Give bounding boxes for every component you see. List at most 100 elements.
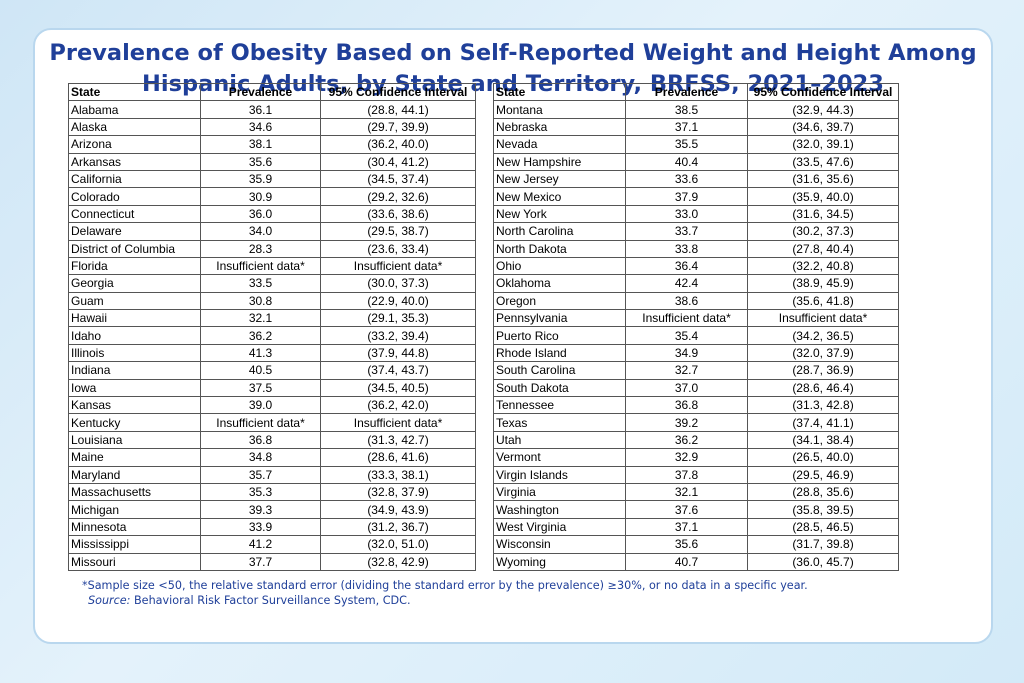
table-row: Virginia 32.1 (28.8, 35.6) (493, 482, 899, 502)
ci-cell: (28.5, 46.5) (747, 517, 899, 537)
prevalence-cell: 32.7 (625, 361, 748, 380)
state-cell: Oregon (493, 291, 626, 311)
table-row: Texas 39.2 (37.4, 41.1) (493, 413, 899, 432)
prevalence-cell: 38.1 (200, 135, 321, 154)
state-cell: Indiana (68, 361, 201, 380)
table-row: Iowa 37.5 (34.5, 40.5) (68, 378, 476, 398)
column-header-ci: 95% Confidence Interval (747, 82, 899, 102)
ci-cell: (32.0, 51.0) (320, 535, 476, 554)
state-cell: Colorado (68, 187, 201, 206)
state-cell: Missouri (68, 552, 201, 571)
prevalence-cell: Insufficient data* (625, 309, 748, 328)
table-row: Indiana 40.5 (37.4, 43.7) (68, 361, 476, 380)
state-cell: Alaska (68, 117, 201, 137)
table-row: Georgia 33.5 (30.0, 37.3) (68, 274, 476, 293)
prevalence-cell: 34.0 (200, 222, 321, 241)
ci-cell: (33.5, 47.6) (747, 152, 899, 171)
table-row: Puerto Rico 35.4 (34.2, 36.5) (493, 326, 899, 345)
ci-cell: Insufficient data* (320, 256, 476, 276)
prevalence-cell: 42.4 (625, 274, 748, 293)
state-cell: North Dakota (493, 239, 626, 258)
prevalence-cell: 30.9 (200, 187, 321, 206)
state-cell: New York (493, 204, 626, 224)
state-cell: Delaware (68, 222, 201, 241)
prevalence-cell: 34.6 (200, 117, 321, 137)
state-cell: Iowa (68, 378, 201, 398)
ci-cell: (34.1, 38.4) (747, 430, 899, 450)
ci-cell: (23.6, 33.4) (320, 239, 476, 258)
ci-cell: (28.6, 41.6) (320, 448, 476, 467)
prevalence-cell: 33.8 (625, 239, 748, 258)
prevalence-cell: 36.4 (625, 256, 748, 276)
table-row: Maine 34.8 (28.6, 41.6) (68, 448, 476, 467)
prevalence-cell: 36.8 (625, 396, 748, 415)
state-cell: Kansas (68, 396, 201, 415)
prevalence-cell: 34.8 (200, 448, 321, 467)
ci-cell: (36.2, 42.0) (320, 396, 476, 415)
prevalence-cell: 35.6 (200, 152, 321, 171)
table-row: Illinois 41.3 (37.9, 44.8) (68, 343, 476, 363)
table-row: South Carolina 32.7 (28.7, 36.9) (493, 361, 899, 380)
state-cell: Virgin Islands (493, 465, 626, 484)
state-cell: Arkansas (68, 152, 201, 171)
table-row: Kansas 39.0 (36.2, 42.0) (68, 396, 476, 415)
table-row: Virgin Islands 37.8 (29.5, 46.9) (493, 465, 899, 484)
state-cell: Illinois (68, 343, 201, 363)
data-table-left: State Prevalence 95% Confidence Interval… (68, 82, 476, 571)
state-cell: Guam (68, 291, 201, 311)
prevalence-cell: 37.8 (625, 465, 748, 484)
table-row: South Dakota 37.0 (28.6, 46.4) (493, 378, 899, 398)
table-row: Wisconsin 35.6 (31.7, 39.8) (493, 535, 899, 554)
ci-cell: (31.7, 39.8) (747, 535, 899, 554)
column-header-prevalence: Prevalence (200, 82, 321, 102)
table-row: New Hampshire 40.4 (33.5, 47.6) (493, 152, 899, 171)
prevalence-cell: 37.7 (200, 552, 321, 571)
ci-cell: (36.0, 45.7) (747, 552, 899, 571)
table-row: Idaho 36.2 (33.2, 39.4) (68, 326, 476, 345)
ci-cell: (30.4, 41.2) (320, 152, 476, 171)
table-row: Pennsylvania Insufficient data* Insufficie… (493, 309, 899, 328)
state-cell: Pennsylvania (493, 309, 626, 328)
ci-cell: (32.8, 42.9) (320, 552, 476, 571)
table-row: Ohio 36.4 (32.2, 40.8) (493, 256, 899, 276)
ci-cell: (33.2, 39.4) (320, 326, 476, 345)
ci-cell: (35.8, 39.5) (747, 500, 899, 519)
state-cell: Michigan (68, 500, 201, 519)
table-row: Nevada 35.5 (32.0, 39.1) (493, 135, 899, 154)
footnote: *Sample size <50, the relative standard … (82, 579, 808, 592)
prevalence-cell: 32.9 (625, 448, 748, 467)
ci-cell: (34.5, 37.4) (320, 169, 476, 189)
table-row: New Jersey 33.6 (31.6, 35.6) (493, 169, 899, 189)
ci-cell: (28.7, 36.9) (747, 361, 899, 380)
ci-cell: (31.6, 34.5) (747, 204, 899, 224)
table-row: Arkansas 35.6 (30.4, 41.2) (68, 152, 476, 171)
table-row: Hawaii 32.1 (29.1, 35.3) (68, 309, 476, 328)
state-cell: Louisiana (68, 430, 201, 450)
table-row: Michigan 39.3 (34.9, 43.9) (68, 500, 476, 519)
ci-cell: (31.6, 35.6) (747, 169, 899, 189)
source-label: Source: (88, 594, 131, 607)
ci-cell: (35.9, 40.0) (747, 187, 899, 206)
ci-cell: (29.1, 35.3) (320, 309, 476, 328)
prevalence-cell: 33.7 (625, 222, 748, 241)
prevalence-cell: 37.1 (625, 517, 748, 537)
ci-cell: (33.6, 38.6) (320, 204, 476, 224)
title-line-1: Prevalence of Obesity Based on Self-Repo… (49, 40, 977, 66)
prevalence-cell: 40.5 (200, 361, 321, 380)
table-row: Maryland 35.7 (33.3, 38.1) (68, 465, 476, 484)
table-row: Missouri 37.7 (32.8, 42.9) (68, 552, 476, 571)
table-row: Arizona 38.1 (36.2, 40.0) (68, 135, 476, 154)
ci-cell: Insufficient data* (747, 309, 899, 328)
state-cell: Connecticut (68, 204, 201, 224)
state-cell: California (68, 169, 201, 189)
prevalence-cell: 37.6 (625, 500, 748, 519)
state-cell: Idaho (68, 326, 201, 345)
prevalence-cell: 41.3 (200, 343, 321, 363)
prevalence-cell: 35.4 (625, 326, 748, 345)
state-cell: Florida (68, 256, 201, 276)
prevalence-cell: Insufficient data* (200, 256, 321, 276)
prevalence-cell: 35.9 (200, 169, 321, 189)
column-header-state: State (68, 82, 201, 102)
prevalence-cell: 36.2 (200, 326, 321, 345)
ci-cell: (30.2, 37.3) (747, 222, 899, 241)
